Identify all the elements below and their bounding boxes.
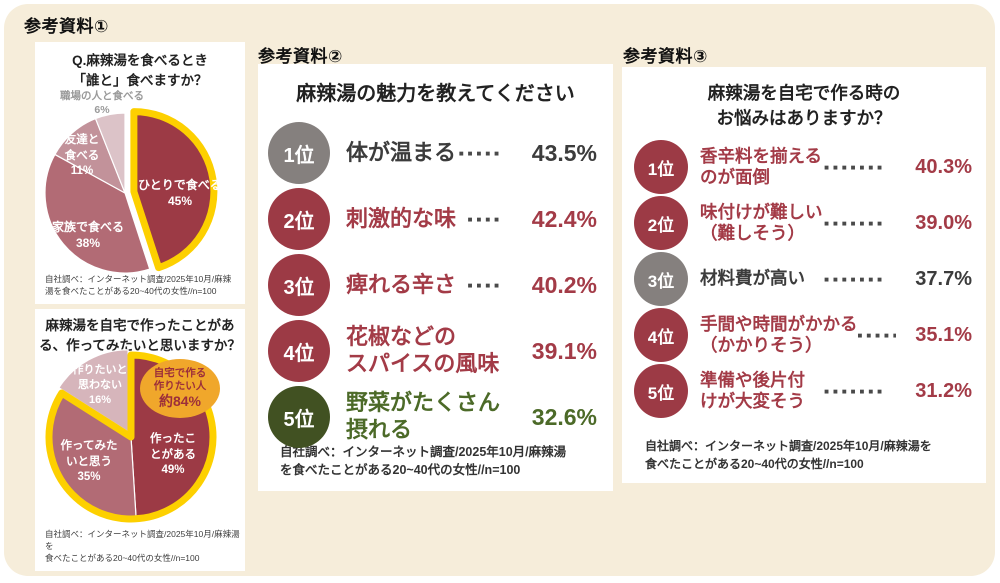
- pie-chart-home-made: 作ったこ とがある 49% 作ってみた いと思う 35% 作りたいと 思わない 16%: [26, 329, 236, 539]
- rank-label: 手間や時間がかかる （かかりそう）: [700, 313, 858, 355]
- ranking-card-concerns: 麻辣湯を自宅で作る時の お悩みはありますか？ 1位 香辛料を揃える のが面倒 ■■■■…: [622, 67, 986, 483]
- ranking-row: 5位 準備や後片付 けが大変そう ■■■■■■■ 31.2%: [634, 363, 972, 419]
- rank-label: 準備や後片付 けが大変そう: [700, 369, 805, 411]
- section1-label: 参考資料①: [24, 17, 109, 36]
- ranking-row: 1位 体が温まる ■■■■■ 43.5%: [268, 120, 597, 186]
- dotted-leader: ■■■■■■■: [824, 274, 886, 284]
- pie-card-home-made: 麻辣湯を自宅で作ったことがあ る、作ってみたいと思いますか？ 作ったこ とがある 4…: [35, 309, 245, 571]
- ranking2-rows: 1位 体が温まる ■■■■■ 43.5% 2位 刺激的な味 ■■■■ 42.4% 3位 痺れる辛さ…: [268, 120, 597, 450]
- ranking-row: 4位 花椒などの スパイスの風味 39.1%: [268, 318, 597, 384]
- callout-line3: 約84%: [158, 392, 202, 409]
- ranking-row: 5位 野菜がたくさん 摂れる 32.6%: [268, 384, 597, 450]
- ranking3-title: 麻辣湯を自宅で作る時の お悩みはありますか？: [622, 81, 986, 130]
- pie-slice: [94, 112, 126, 194]
- pie-slice: [44, 153, 151, 274]
- ranking2-source: 自社調べ：インターネット調査/2025年10月/麻辣湯 を食べたことがある20~…: [280, 443, 566, 479]
- rank-percentage: 42.4%: [531, 205, 597, 232]
- pie-slice-label: 友達と 食べる 11%: [64, 134, 100, 178]
- pie-slice-label: 作ったこ とがある 49%: [150, 433, 196, 477]
- callout-line1: 自宅で作る: [153, 366, 207, 379]
- pie-slice-label: 職場の人と食べる 6%: [60, 90, 144, 117]
- dotted-leader: ■■■■■■■: [824, 162, 886, 172]
- dotted-leader: ■■■■■: [458, 148, 503, 158]
- rank-percentage: 37.7%: [915, 267, 972, 290]
- rank-label: 香辛料を揃える のが面倒: [700, 145, 822, 187]
- pie-slice-label: ひとりで食べる 45%: [138, 178, 222, 209]
- rank-badge: 2位: [634, 196, 688, 250]
- rank-badge: 5位: [268, 386, 330, 448]
- rank-label: 花椒などの スパイスの風味: [346, 324, 500, 376]
- dotted-leader: ■■■■: [467, 280, 503, 290]
- ranking-row: 2位 刺激的な味 ■■■■ 42.4%: [268, 186, 597, 252]
- rank-badge: 4位: [268, 320, 330, 382]
- dotted-leader: ■■■■■: [857, 330, 897, 340]
- rank-badge: 3位: [634, 252, 688, 306]
- ranking3-source-line2: 食べたことがある20~40代の女性//n=100: [645, 456, 864, 471]
- pie-svg: [45, 349, 217, 523]
- rank-percentage: 35.1%: [915, 323, 972, 346]
- pie-slice-label: 家族で食べる 38%: [51, 220, 125, 251]
- ranking3-source: 自社調べ：インターネット調査/2025年10月/麻辣湯を 食べたことがある20~…: [645, 438, 932, 473]
- rank-badge: 5位: [634, 364, 688, 418]
- rank-percentage: 39.1%: [531, 337, 597, 364]
- rank-percentage: 31.2%: [915, 379, 972, 402]
- pie1-title-line1: Q.麻辣湯を食べるとき: [72, 53, 208, 68]
- pie-slice-label: 作ってみた いと思う 35%: [60, 440, 118, 484]
- callout-line2: 作りたい人: [153, 379, 207, 392]
- callout-badge: 自宅で作る 作りたい人 約84%: [140, 359, 220, 418]
- pie1-source: 自社調べ：インターネット調査/2025年10月/麻辣 湯を食べたことがある20~…: [45, 274, 241, 298]
- pie2-source-line2: 食べたことがある20~40代の女性//n=100: [45, 553, 200, 564]
- pie-card-who: Q.麻辣湯を食べるとき 「誰と」食べますか？ ひとりで食べる 45% 家族で食べる 3…: [35, 42, 245, 304]
- ranking3-title-line2: お悩みはありますか？: [716, 107, 892, 128]
- rank-badge: 3位: [268, 254, 330, 316]
- ranking3-title-line1: 麻辣湯を自宅で作る時の: [707, 83, 901, 103]
- pie-slice: [58, 349, 129, 433]
- ranking2-source-line2: を食べたことがある20~40代の女性//n=100: [280, 462, 521, 477]
- rank-label: 野菜がたくさん 摂れる: [346, 390, 501, 442]
- rank-percentage: 39.0%: [915, 211, 972, 234]
- section2-label: 参考資料②: [258, 47, 343, 66]
- rank-label: 痺れる辛さ: [346, 271, 457, 297]
- pie-svg: [44, 108, 218, 274]
- pie1-source-line2: 湯を食べたことがある20~40代の女性//n=100: [45, 286, 217, 297]
- ranking-row: 2位 味付けが難しい （難しそう） ■■■■■■■ 39.0%: [634, 195, 972, 251]
- pie-slice-label: 作りたいと 思わない 16%: [72, 364, 128, 406]
- pie2-title-line2: る、作ってみたいと思いますか？: [39, 337, 241, 353]
- ranking3-rows: 1位 香辛料を揃える のが面倒 ■■■■■■■ 40.3% 2位 味付けが難しい （難しそう）…: [634, 139, 972, 419]
- rank-label: 体が温まる: [346, 139, 457, 165]
- rank-badge: 1位: [268, 122, 330, 184]
- rank-label: 味付けが難しい （難しそう）: [700, 201, 823, 243]
- rank-percentage: 40.2%: [531, 271, 597, 298]
- ranking2-source-line1: 自社調べ：インターネット調査/2025年10月/麻辣湯: [280, 444, 567, 459]
- pie-slice: [130, 108, 218, 272]
- pie1-source-line1: 自社調べ：インターネット調査/2025年10月/麻辣: [45, 274, 232, 285]
- ranking2-title: 麻辣湯の魅力を教えてください: [296, 83, 575, 105]
- section3-label: 参考資料③: [623, 47, 708, 66]
- dotted-leader: ■■■■: [467, 214, 503, 224]
- rank-label: 材料費が高い: [700, 268, 805, 289]
- rank-label: 刺激的な味: [346, 205, 457, 231]
- rank-percentage: 32.6%: [531, 403, 597, 430]
- ranking-row: 1位 香辛料を揃える のが面倒 ■■■■■■■ 40.3%: [634, 139, 972, 195]
- pie2-source-line1: 自社調べ：インターネット調査/2025年10月/麻辣湯を: [45, 529, 240, 552]
- dotted-leader: ■■■■■■■: [824, 386, 886, 396]
- pie1-title: Q.麻辣湯を食べるとき 「誰と」食べますか？: [35, 51, 245, 90]
- rank-percentage: 43.5%: [531, 139, 597, 166]
- ranking-row: 3位 痺れる辛さ ■■■■ 40.2%: [268, 252, 597, 318]
- rank-badge: 1位: [634, 140, 688, 194]
- pie2-source: 自社調べ：インターネット調査/2025年10月/麻辣湯を 食べたことがある20~…: [45, 529, 241, 565]
- dotted-leader: ■■■■■■■: [824, 218, 886, 228]
- ranking-row: 3位 材料費が高い ■■■■■■■ 37.7%: [634, 251, 972, 307]
- rank-badge: 4位: [634, 308, 688, 362]
- pie1-title-line2: 「誰と」食べますか？: [72, 72, 208, 88]
- rank-percentage: 40.3%: [915, 155, 972, 178]
- ranking-card-appeal: 麻辣湯の魅力を教えてください 1位 体が温まる ■■■■■ 43.5% 2位 刺激的な味 ■…: [258, 64, 613, 491]
- ranking3-source-line1: 自社調べ：インターネット調査/2025年10月/麻辣湯を: [645, 439, 932, 454]
- pie2-title: 麻辣湯を自宅で作ったことがあ る、作ってみたいと思いますか？: [35, 316, 245, 355]
- pie-chart-who: ひとりで食べる 45% 家族で食べる 38% 友達と 食べる 11% 職場の人と食べる 6%: [30, 90, 230, 293]
- pie2-title-line1: 麻辣湯を自宅で作ったことがあ: [45, 318, 235, 333]
- rank-badge: 2位: [268, 188, 330, 250]
